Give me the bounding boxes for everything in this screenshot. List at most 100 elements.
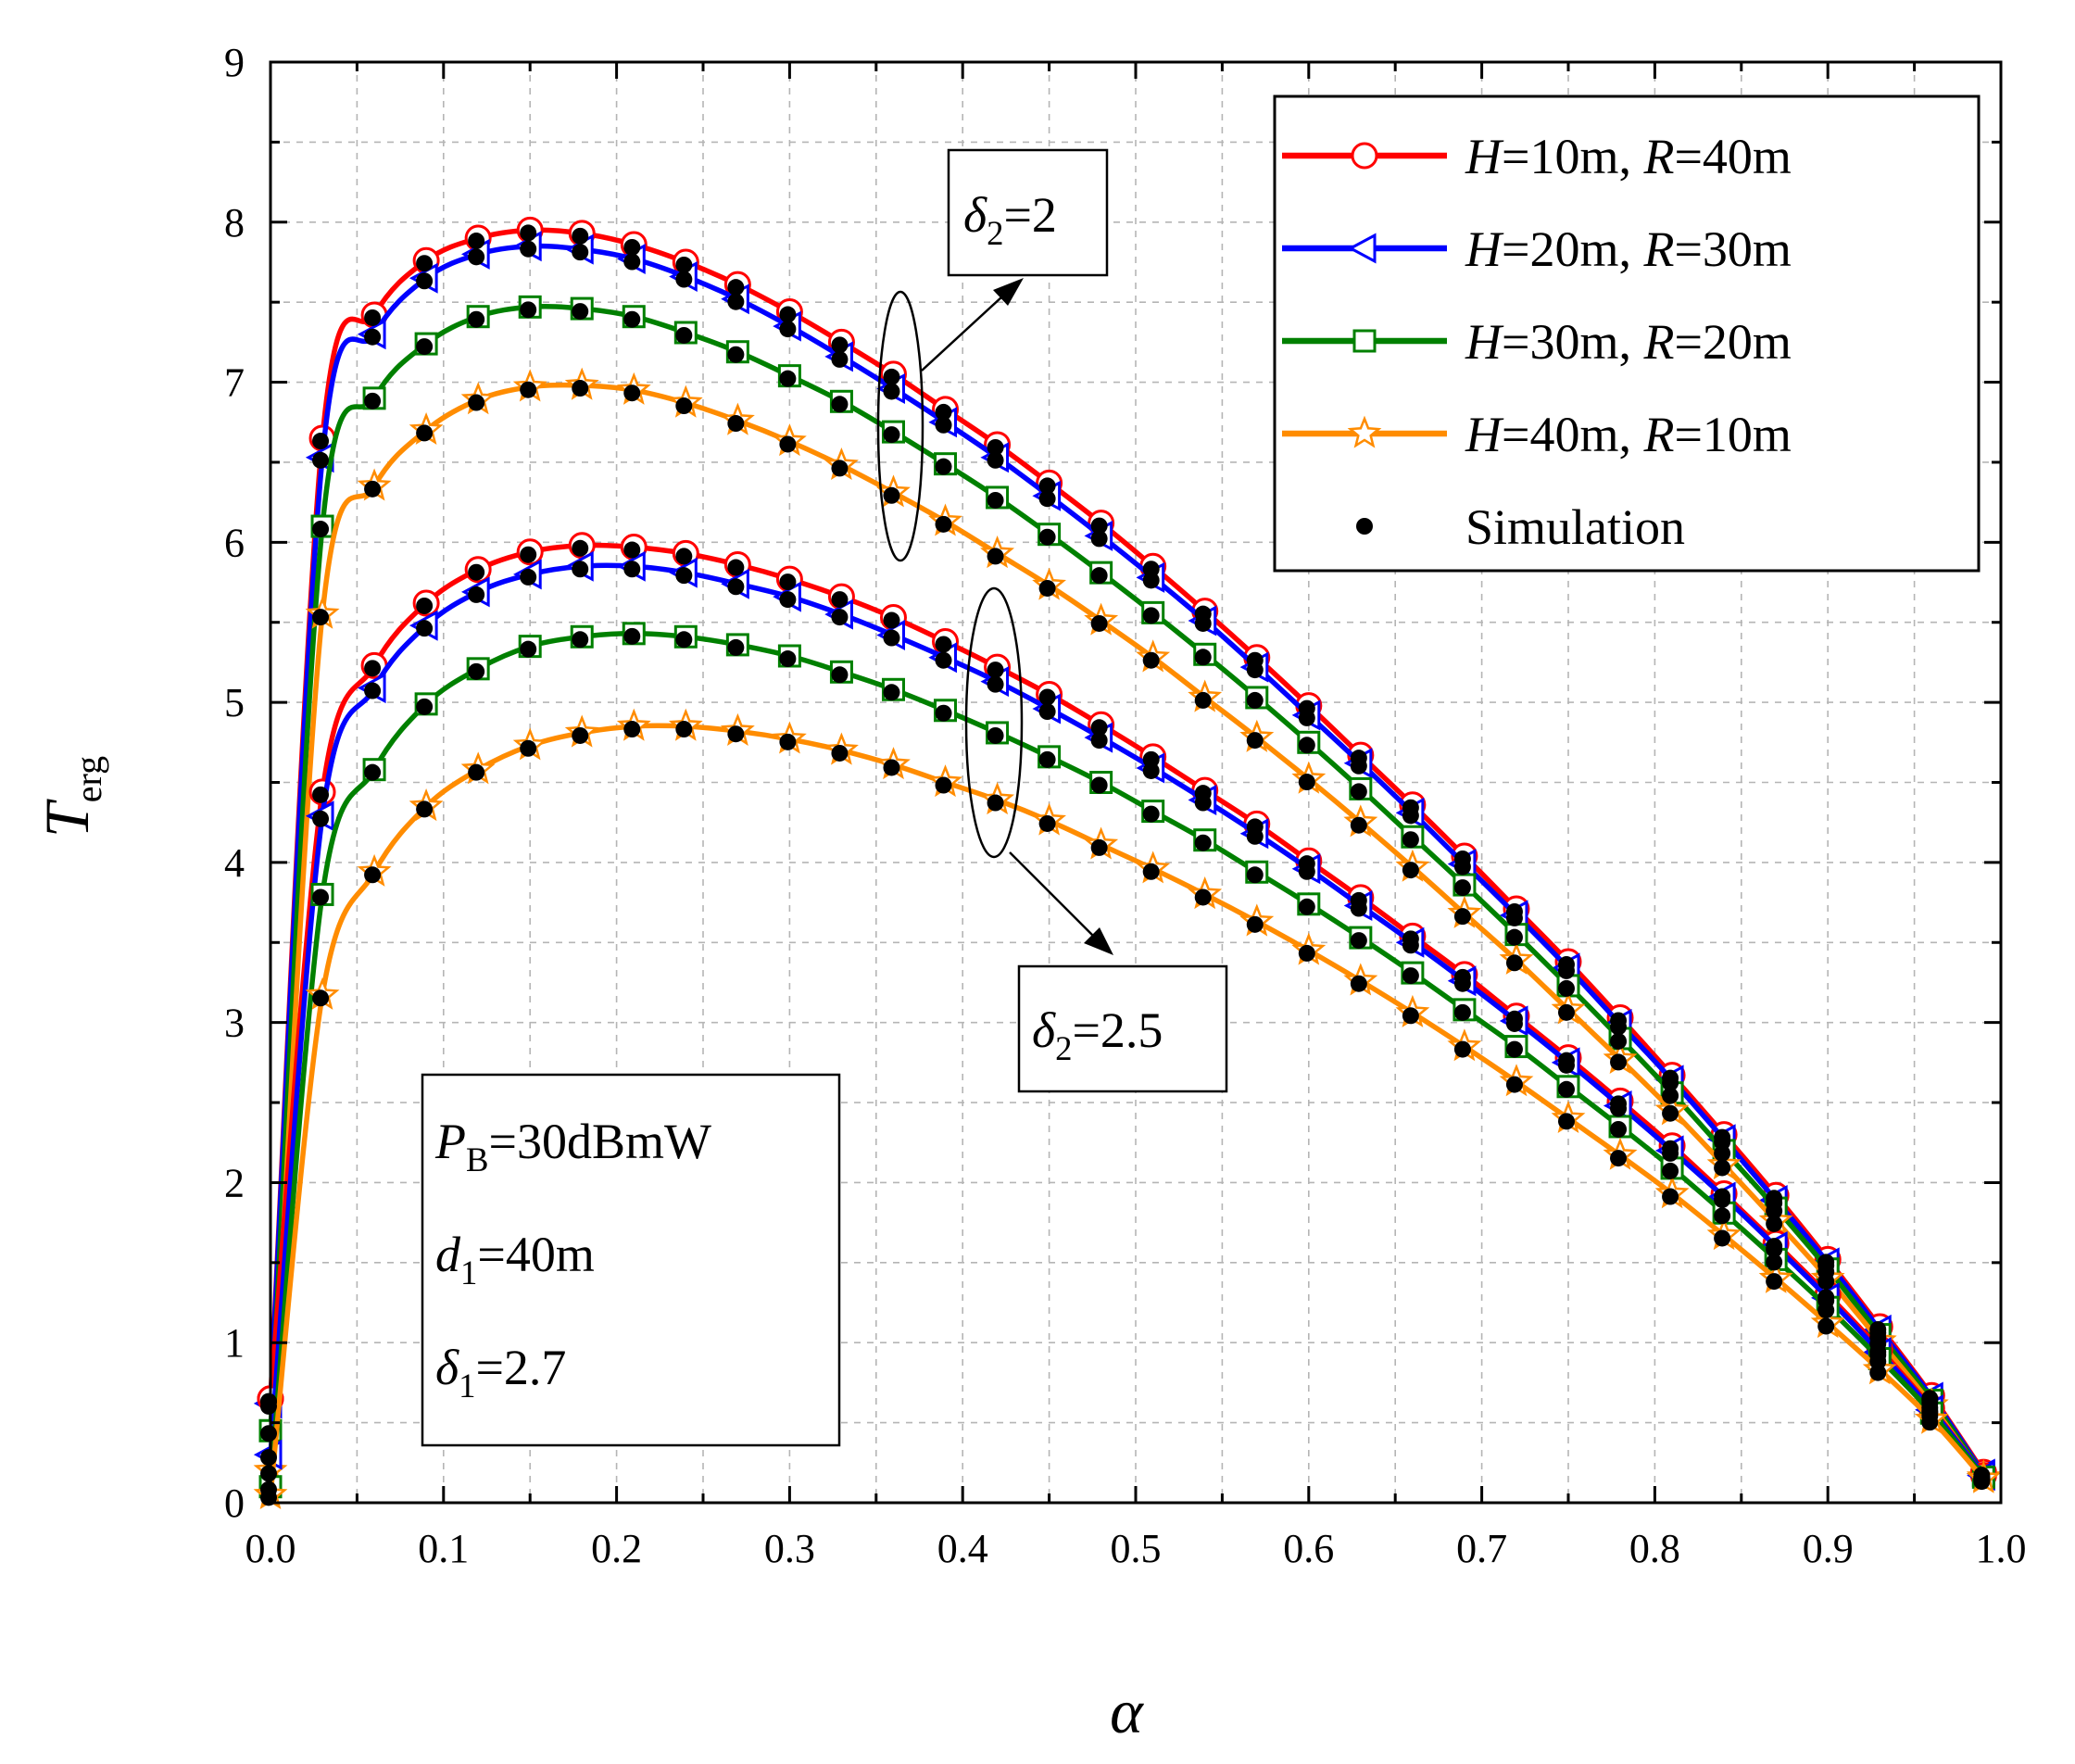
marker-dot (416, 272, 434, 290)
marker-dot (727, 346, 745, 363)
marker-dot (675, 721, 693, 738)
marker-dot (831, 666, 849, 684)
marker-dot (1505, 1014, 1523, 1032)
marker-dot (1453, 879, 1471, 897)
marker-dot (1453, 858, 1471, 876)
marker-dot (883, 759, 900, 776)
marker-dot (260, 1449, 277, 1467)
marker-dot (1246, 915, 1264, 933)
marker-dot (468, 310, 485, 328)
marker-dot (1610, 1100, 1628, 1117)
marker-dot (675, 631, 693, 649)
marker-dot (727, 279, 745, 296)
marker-dot (1194, 649, 1212, 666)
marker-dot (1194, 614, 1212, 632)
marker-dot (1662, 1144, 1679, 1162)
marker-dot (520, 301, 537, 319)
marker-dot (883, 383, 900, 400)
marker-dot (1558, 1003, 1575, 1021)
marker-dot (1350, 757, 1367, 775)
marker-dot (1402, 1007, 1419, 1025)
marker-dot (1298, 774, 1315, 791)
marker-dot (416, 698, 434, 715)
marker-dot (935, 704, 952, 722)
legend-label: H=20m, R=30m (1465, 221, 1792, 277)
marker-dot (1246, 662, 1264, 679)
marker-dot (987, 726, 1004, 744)
marker-triangle (1347, 233, 1377, 264)
marker-dot (572, 561, 589, 578)
marker-dot (1402, 937, 1419, 954)
marker-dot (1402, 807, 1419, 825)
legend-box (1273, 94, 1981, 573)
marker-dot (883, 684, 900, 701)
marker-dot (468, 662, 485, 680)
marker-dot (1714, 1144, 1731, 1162)
marker-dot (883, 629, 900, 647)
marker-dot (935, 636, 952, 653)
marker-dot (779, 573, 797, 591)
marker-dot (987, 451, 1004, 469)
marker-dot (416, 338, 434, 356)
y-tick-label: 3 (224, 1001, 245, 1046)
x-tick-label: 0.3 (764, 1526, 815, 1571)
y-tick-label: 2 (224, 1160, 245, 1205)
marker-dot (623, 541, 641, 559)
marker-dot (1194, 834, 1212, 851)
marker-dot (260, 1392, 277, 1410)
marker-dot (1766, 1203, 1783, 1220)
marker-dot (1246, 827, 1264, 845)
marker-dot (1766, 1215, 1783, 1232)
marker-dot (1453, 1040, 1471, 1058)
marker-dot (416, 800, 434, 818)
marker-dot (1350, 783, 1367, 800)
marker-dot (727, 559, 745, 576)
marker-dot (572, 539, 589, 557)
marker-dot (831, 350, 849, 368)
marker-dot (572, 227, 589, 245)
x-tick-label: 0.0 (245, 1526, 296, 1571)
marker-dot (831, 609, 849, 626)
marker-dot (572, 631, 589, 649)
annotation-delta2-2-5: δ2=2.5 (1032, 1002, 1163, 1067)
annotation-delta2-2: δ2=2 (963, 187, 1057, 252)
marker-dot (779, 591, 797, 609)
group-ellipse-delta2-2-5 (964, 586, 1024, 859)
marker-dot (312, 521, 330, 538)
marker-dot (1142, 863, 1160, 880)
marker-dot (831, 336, 849, 354)
marker-dot (260, 1465, 277, 1482)
marker-dot (520, 640, 537, 658)
legend-label: H=10m, R=40m (1465, 129, 1792, 184)
legend-item: Simulation (1356, 499, 1685, 555)
marker-dot (1090, 719, 1108, 737)
marker-dot (727, 415, 745, 433)
y-axis-title: Terg (31, 756, 109, 838)
marker-dot (1038, 579, 1056, 597)
marker-dot (1402, 967, 1419, 985)
marker-dot (1817, 1302, 1835, 1319)
param-line: δ1=2.7 (435, 1340, 566, 1405)
marker-dot (727, 638, 745, 656)
marker-dot (1194, 794, 1212, 812)
marker-dot (675, 256, 693, 273)
marker-dot (416, 620, 434, 637)
marker-dot (1453, 908, 1471, 926)
marker-dot (1558, 1080, 1575, 1098)
marker-dot (1350, 975, 1367, 992)
marker-dot (1402, 862, 1419, 879)
marker-dot (468, 233, 485, 250)
marker-dot (1090, 776, 1108, 794)
series-layer (253, 216, 2001, 1510)
marker-dot (520, 381, 537, 398)
marker-dot (364, 480, 382, 498)
marker-dot (1558, 979, 1575, 997)
marker-dot (1453, 1003, 1471, 1021)
marker-dot (572, 244, 589, 261)
marker-dot (1142, 805, 1160, 823)
marker-dot (1038, 528, 1056, 546)
y-tick-label: 1 (224, 1320, 245, 1366)
marker-dot (312, 451, 330, 469)
marker-dot (675, 567, 693, 585)
arrow-head (993, 278, 1024, 306)
